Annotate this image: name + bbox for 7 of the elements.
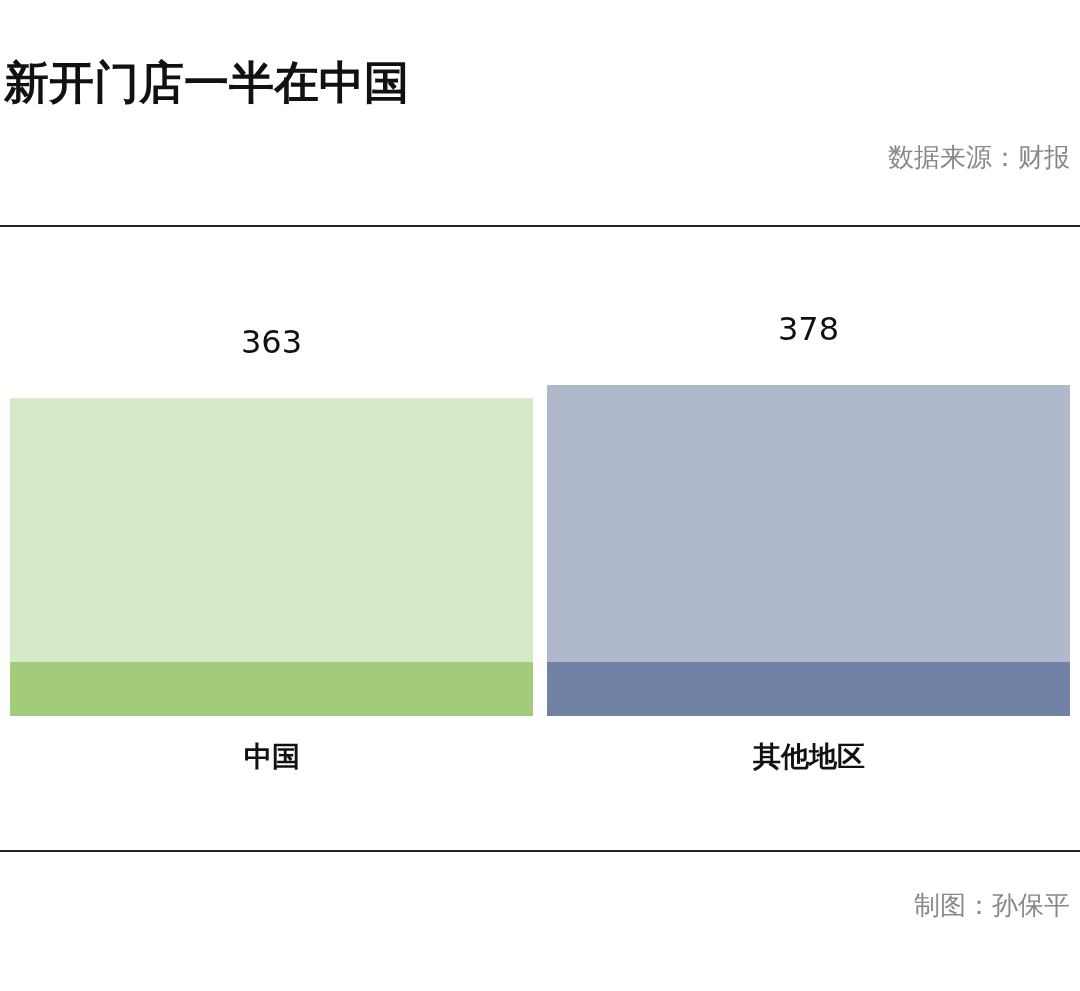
data-label: 378 bbox=[777, 310, 840, 348]
text: 制图：孙保平 bbox=[914, 890, 1070, 922]
chart-title: 新开门店一半在中国 bbox=[4, 56, 409, 109]
x-tick-label: 其他地区 bbox=[751, 739, 865, 773]
data-label: 363 bbox=[240, 323, 303, 362]
x-tick-label: 中国 bbox=[243, 739, 300, 773]
source-note: 数据来源：财报 bbox=[888, 142, 1070, 174]
